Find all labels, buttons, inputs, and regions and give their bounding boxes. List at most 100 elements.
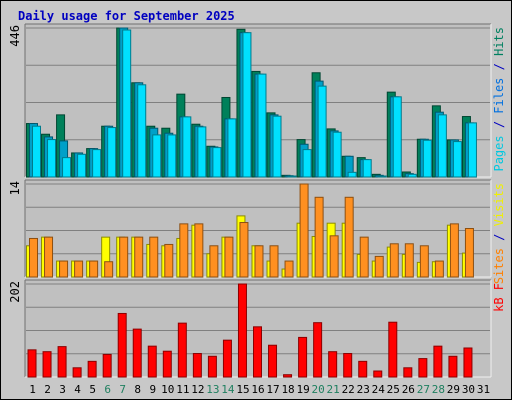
x-tick-label: 10	[161, 383, 174, 396]
bar-pages-day-10	[167, 134, 177, 178]
bar-pages-day-9	[152, 134, 162, 178]
x-tick-label: 15	[236, 383, 249, 396]
bar-kb-f-day-5	[87, 360, 97, 378]
x-tick-label: 13	[206, 383, 219, 396]
x-tick-label: 18	[281, 383, 294, 396]
bar-pages-day-30	[467, 122, 477, 178]
bar-sites-day-5	[89, 260, 99, 278]
chart-title: Daily usage for September 2025	[18, 9, 235, 23]
bar-kb-f-day-2	[42, 351, 52, 378]
bar-sites-day-1	[29, 237, 38, 278]
bar-kb-f-day-26	[403, 367, 413, 378]
bar-pages-day-24	[377, 175, 387, 178]
bar-kb-f-day-30	[463, 347, 473, 378]
x-tick-label: 8	[134, 383, 141, 396]
bar-pages-day-13	[212, 147, 222, 178]
legend-entry: Visits	[492, 183, 506, 226]
bar-kb-f-day-16	[253, 326, 262, 378]
bar-pages-day-23	[362, 159, 372, 178]
legend-entry: kB F	[492, 283, 506, 312]
legend-hits: Pages / Files / Hits	[492, 27, 506, 172]
bar-sites-day-28	[434, 260, 444, 278]
y-axis-max-label: 14	[8, 181, 22, 195]
bar-pages-day-6	[107, 127, 117, 178]
x-tick-label: 4	[74, 383, 81, 396]
x-tick-label: 26	[402, 383, 415, 396]
bar-pages-day-3	[62, 157, 72, 178]
bar-kb-f-day-28	[433, 345, 443, 378]
bar-sites-day-24	[374, 255, 384, 278]
legend-entry: Sites	[492, 248, 506, 284]
bar-kb-f-day-15	[237, 283, 247, 378]
x-tick-label: 21	[327, 383, 340, 396]
bar-sites-day-18	[284, 260, 294, 278]
legend-entry: /	[492, 226, 506, 248]
x-tick-label: 24	[372, 383, 386, 396]
bar-sites-day-14	[224, 236, 234, 278]
bar-kb-f-day-7	[117, 312, 127, 378]
panel-kbytes: 202 kB F	[8, 279, 506, 378]
bar-pages-day-17	[272, 115, 282, 178]
bar-sites-day-21	[329, 235, 339, 278]
bar-kb-f-day-23	[358, 360, 368, 378]
panel-hits: 446 Pages / Files / Hits	[8, 23, 506, 178]
x-tick-label: 1	[29, 383, 36, 396]
bar-pages-day-2	[47, 139, 57, 178]
x-tick-label: 27	[417, 383, 430, 396]
bar-sites-day-25	[389, 243, 399, 278]
x-tick-label: 31	[477, 383, 490, 396]
bar-pages-day-19	[302, 149, 312, 178]
bar-sites-day-19	[299, 183, 309, 278]
bar-pages-day-29	[452, 141, 462, 178]
bar-pages-day-26	[407, 173, 417, 178]
legend-visits: Sites / Visits	[492, 183, 506, 284]
y-axis-max-label: 202	[8, 281, 22, 303]
bar-sites-day-27	[419, 245, 429, 278]
bar-sites-day-10	[164, 243, 174, 278]
legend-entry: Files	[492, 78, 506, 114]
bar-kb-f-day-4	[72, 367, 82, 378]
legend-entry: Pages	[492, 135, 506, 171]
x-tick-label: 29	[447, 383, 460, 396]
bar-sites-day-30	[464, 228, 474, 278]
bar-kb-f-day-20	[313, 322, 323, 378]
x-tick-label: 11	[176, 383, 189, 396]
x-tick-label: 23	[357, 383, 370, 396]
legend-entry: /	[492, 114, 506, 136]
legend-entry: /	[492, 56, 506, 78]
x-tick-label: 7	[119, 383, 126, 396]
bar-pages-day-1	[32, 125, 41, 178]
bar-sites-day-12	[194, 223, 204, 278]
bar-pages-day-5	[92, 149, 102, 178]
bar-kb-f-day-13	[207, 355, 217, 378]
bar-sites-day-13	[209, 245, 219, 278]
x-tick-label: 6	[104, 383, 111, 396]
x-tick-label: 19	[296, 383, 309, 396]
legend-entry: Hits	[492, 27, 506, 56]
x-tick-label: 16	[251, 383, 264, 396]
bar-pages-day-20	[317, 85, 327, 178]
y-axis-max-label: 446	[8, 25, 22, 47]
bar-sites-day-15	[239, 222, 249, 278]
x-tick-label: 12	[191, 383, 204, 396]
bar-sites-day-16	[254, 245, 264, 278]
bar-sites-day-11	[179, 223, 189, 278]
bar-pages-day-25	[392, 96, 402, 178]
bar-pages-day-15	[242, 32, 252, 178]
bar-sites-day-26	[404, 243, 414, 278]
bar-pages-day-18	[287, 175, 297, 178]
bar-kb-f-day-22	[343, 353, 353, 378]
bar-pages-day-11	[182, 116, 192, 178]
bar-sites-day-20	[314, 196, 324, 278]
x-tick-label: 14	[221, 383, 235, 396]
x-tick-label: 3	[59, 383, 66, 396]
x-tick-label: 28	[432, 383, 445, 396]
x-tick-label: 2	[44, 383, 51, 396]
bar-kb-f-day-18	[283, 374, 293, 378]
bar-kb-f-day-8	[132, 328, 142, 378]
bar-kb-f-day-11	[177, 322, 187, 378]
bar-kb-f-day-29	[448, 355, 458, 378]
